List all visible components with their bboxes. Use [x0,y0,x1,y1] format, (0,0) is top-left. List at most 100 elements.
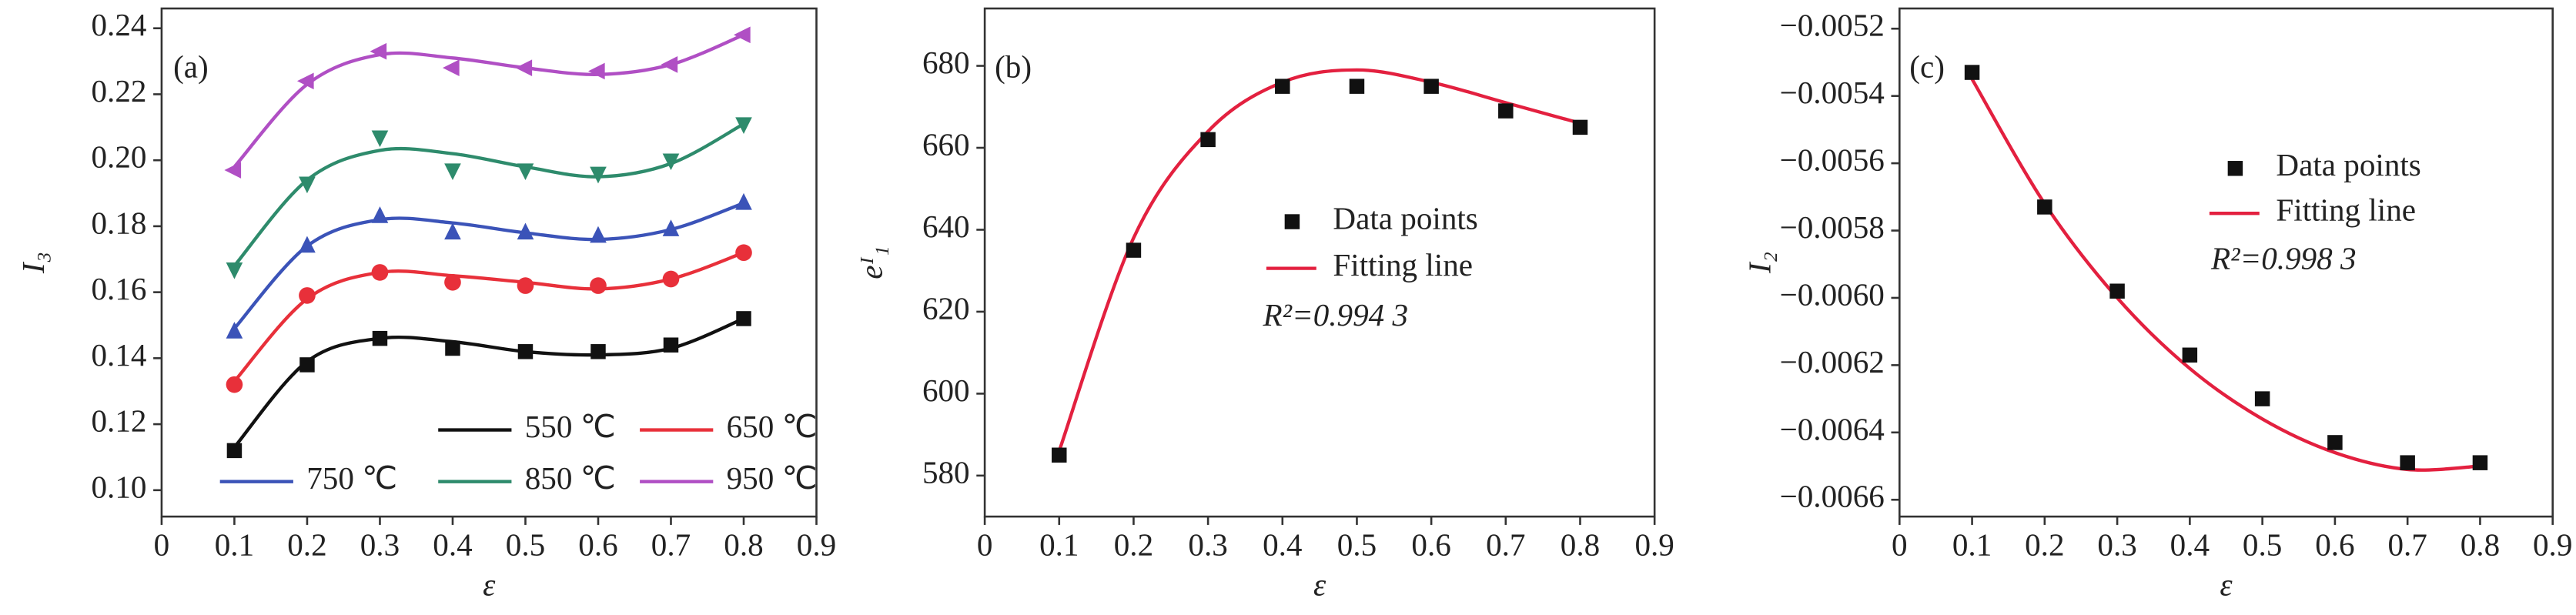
marker [370,42,387,60]
marker [224,162,242,179]
marker [226,376,243,393]
fit-line [1057,68,1581,452]
x-tick-label: 0.5 [1337,527,1377,563]
x-tick-label: 0.7 [1486,527,1525,563]
marker [296,72,314,90]
y-tick-label: 600 [922,373,970,408]
y-axis-label: I₂ [1741,252,1777,274]
x-tick-label: 0.6 [2315,527,2354,563]
marker [2109,283,2125,299]
legend-label: Fitting line [2276,192,2416,228]
marker [2254,391,2270,406]
y-tick-label: 0.10 [92,469,147,504]
y-tick-label: 0.22 [92,73,147,109]
x-axis-label: ε [2220,567,2233,603]
x-tick-label: 0.1 [215,527,254,563]
marker [587,62,605,80]
marker [735,244,752,262]
y-tick-label: 660 [922,126,970,162]
marker [734,26,751,44]
marker [442,59,460,76]
x-tick-label: 0.5 [506,527,545,563]
legend-label: 750 ℃ [306,460,397,496]
plot-frame [1898,7,2554,518]
y-tick-label: 680 [922,45,970,80]
x-tick-label: 0 [154,527,170,563]
x-tick-label: 0.9 [2533,527,2572,563]
marker [444,222,461,240]
marker [590,166,607,184]
y-axis-label: I₃ [15,252,51,274]
y-tick-label: −0.0054 [1780,75,1885,110]
x-tick-label: 0.2 [2025,527,2064,563]
marker [2037,199,2052,215]
x-tick-label: 0.8 [724,527,763,563]
y-tick-label: 0.18 [92,205,147,240]
plot-frame [983,7,1656,518]
marker [1349,79,1365,94]
marker [590,277,607,294]
legend-label: Data points [1333,200,1477,236]
x-tick-label: 0.2 [287,527,326,563]
x-tick-label: 0.4 [2170,527,2210,563]
marker [590,344,606,359]
legend-marker [2227,161,2243,176]
marker [517,277,534,294]
x-tick-label: 0.9 [1634,527,1674,563]
legend-label: 550 ℃ [525,409,616,444]
fit-line [233,33,744,169]
y-tick-label: 0.16 [92,271,147,306]
legend-label: Fitting line [1333,247,1473,282]
x-tick-label: 0 [977,527,993,563]
marker [662,153,680,171]
marker [371,264,389,281]
marker [662,270,680,288]
marker [226,322,243,339]
marker [517,344,534,359]
y-tick-label: 0.12 [92,403,147,439]
panel-label: (a) [173,49,209,85]
marker [2400,455,2415,470]
marker [590,226,607,243]
marker [1275,79,1290,94]
y-tick-label: −0.0060 [1780,276,1885,312]
x-tick-label: 0.8 [2461,527,2500,563]
marker [517,222,534,240]
marker [1052,447,1067,463]
y-axis-label: eᴵ₁ [854,246,889,279]
marker [663,337,679,353]
y-tick-label: 0.20 [92,139,147,175]
marker [444,163,461,181]
x-tick-label: 0.8 [1561,527,1600,563]
marker [1498,103,1514,119]
marker [735,192,752,210]
y-tick-label: 0.24 [92,7,147,42]
x-axis-label: ε [483,567,496,603]
x-tick-label: 0 [1892,527,1908,563]
marker [661,56,678,73]
y-tick-label: 0.14 [92,337,147,373]
x-tick-label: 0.6 [1411,527,1450,563]
r-squared: R²=0.998 3 [2210,240,2357,276]
y-tick-label: −0.0052 [1780,8,1885,43]
marker [299,176,316,194]
marker [299,287,316,304]
marker [299,357,315,373]
x-tick-label: 0.2 [1114,527,1153,563]
x-tick-label: 0.9 [797,527,836,563]
y-tick-label: −0.0062 [1780,344,1885,379]
r-squared: R²=0.994 3 [1263,297,1409,333]
marker [2327,435,2343,450]
marker [1572,119,1588,135]
x-tick-label: 0.7 [651,527,691,563]
x-tick-label: 0.6 [578,527,617,563]
marker [371,130,389,148]
marker [371,206,389,223]
marker [445,340,460,356]
marker [517,163,534,181]
marker [226,443,243,459]
plot-frame [160,7,818,518]
marker [1964,65,1980,80]
marker [735,117,752,135]
panel-label: (c) [1909,49,1945,85]
